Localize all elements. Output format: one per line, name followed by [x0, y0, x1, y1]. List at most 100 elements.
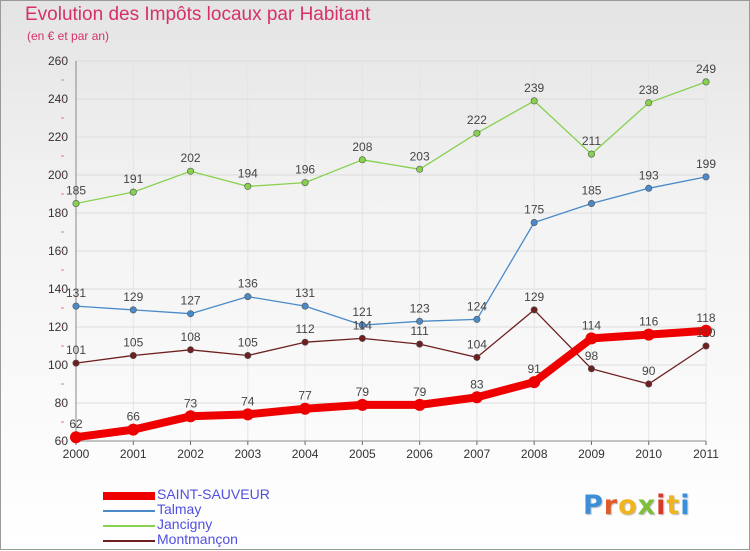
- data-label: 129: [524, 290, 544, 304]
- data-point: [244, 351, 252, 359]
- data-label: 127: [181, 294, 201, 308]
- data-label: 98: [585, 349, 599, 363]
- data-point: [473, 353, 481, 361]
- data-point: [129, 188, 137, 196]
- x-tick-label: 2010: [635, 447, 662, 461]
- data-label: 62: [69, 417, 83, 431]
- data-label: 121: [352, 305, 372, 319]
- y-tick-label: 160: [48, 244, 68, 258]
- data-label: 191: [123, 172, 143, 186]
- data-label: 83: [470, 377, 484, 391]
- data-point: [645, 380, 653, 388]
- data-point: [72, 359, 80, 367]
- chart-title: Evolution des Impôts locaux par Habitant: [25, 4, 371, 25]
- legend-swatch-montmancon: [103, 540, 155, 542]
- data-label: 238: [639, 83, 659, 97]
- data-point: [702, 342, 710, 350]
- data-label: 131: [66, 286, 86, 300]
- y-tick-label: 240: [48, 92, 68, 106]
- data-point: [530, 97, 538, 105]
- y-tick-label: 260: [48, 54, 68, 68]
- data-point: [129, 306, 137, 314]
- data-label: 111: [411, 324, 430, 338]
- data-label: 90: [642, 364, 656, 378]
- series-line: [72, 326, 710, 442]
- legend-label-talmay: Talmay: [157, 501, 202, 517]
- legend-swatch-talmay: [103, 510, 155, 512]
- data-label: 129: [123, 290, 143, 304]
- y-tick-label: 180: [48, 206, 68, 220]
- x-tick-label: 2006: [406, 447, 433, 461]
- data-point: [530, 306, 538, 314]
- data-point: [358, 321, 366, 329]
- x-tick-label: 2000: [63, 447, 90, 461]
- chart-subtitle: (en € et par an): [27, 29, 110, 43]
- proxiti-logo: Proxiti: [583, 490, 691, 521]
- data-point: [127, 423, 140, 436]
- data-point: [358, 156, 366, 164]
- data-point: [416, 317, 424, 325]
- data-point: [244, 182, 252, 190]
- data-label: 194: [238, 166, 258, 180]
- data-label: 118: [696, 311, 715, 325]
- y-tick-label: 120: [48, 320, 68, 334]
- logo-letter: P: [583, 490, 604, 521]
- legend-label-montmancon: Montmançon: [157, 531, 238, 547]
- data-point: [470, 391, 483, 404]
- data-point: [416, 340, 424, 348]
- data-point: [187, 310, 195, 318]
- x-tick-label: 2001: [120, 447, 147, 461]
- data-point: [645, 184, 653, 192]
- data-label: 196: [295, 163, 315, 177]
- legend-swatch-saint-sauveur: [103, 492, 155, 500]
- data-label: 105: [123, 336, 143, 350]
- series-line: [75, 176, 707, 326]
- logo-letter: i: [656, 490, 667, 521]
- data-label: 222: [467, 113, 487, 127]
- data-point: [187, 167, 195, 175]
- data-point: [528, 376, 541, 389]
- data-label: 114: [353, 318, 372, 332]
- data-point: [473, 315, 481, 323]
- series-line: [75, 309, 707, 385]
- data-point: [301, 338, 309, 346]
- data-point: [642, 328, 655, 341]
- y-tick-label: 220: [48, 130, 68, 144]
- data-label: 105: [238, 336, 258, 350]
- logo-letter: t: [666, 490, 681, 521]
- data-point: [356, 398, 369, 411]
- x-tick-label: 2003: [234, 447, 261, 461]
- logo-letter: x: [637, 490, 657, 521]
- data-label: 203: [410, 149, 430, 163]
- data-point: [530, 219, 538, 227]
- series-line: [75, 81, 707, 205]
- x-tick-label: 2007: [464, 447, 491, 461]
- data-point: [129, 351, 137, 359]
- data-point: [72, 200, 80, 208]
- data-label: 185: [581, 184, 601, 198]
- data-label: 202: [181, 151, 201, 165]
- x-tick-label: 2002: [177, 447, 204, 461]
- data-label: 74: [241, 394, 255, 408]
- x-tick-label: 2008: [521, 447, 548, 461]
- data-label: 136: [238, 277, 258, 291]
- data-point: [72, 302, 80, 310]
- x-tick-label: 2011: [693, 447, 719, 461]
- x-tick-label: 2004: [292, 447, 319, 461]
- data-point: [241, 408, 254, 421]
- data-point: [645, 99, 653, 107]
- data-label: 185: [66, 184, 86, 198]
- data-label: 79: [413, 385, 427, 399]
- data-label: 123: [410, 301, 430, 315]
- data-point: [587, 200, 595, 208]
- y-tick-label: 140: [48, 282, 68, 296]
- legend-label-saint-sauveur: SAINT-SAUVEUR: [157, 486, 270, 502]
- data-label: 101: [66, 343, 86, 357]
- x-tick-label: 2009: [578, 447, 605, 461]
- data-label: 77: [298, 389, 312, 403]
- data-point: [700, 324, 712, 337]
- data-label: 79: [356, 385, 370, 399]
- data-point: [585, 332, 598, 345]
